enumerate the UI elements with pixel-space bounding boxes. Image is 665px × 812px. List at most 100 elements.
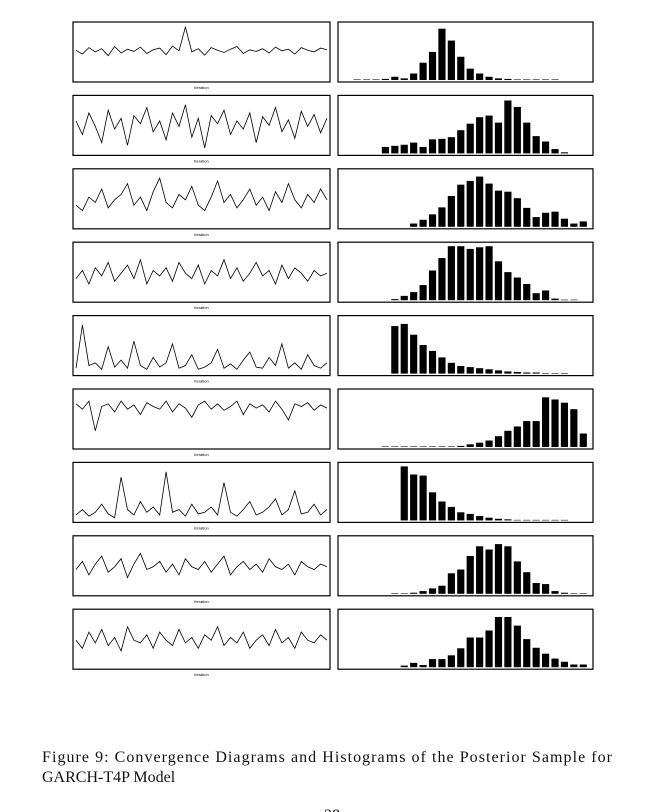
hist-bar (513, 198, 521, 227)
hist-bar (410, 446, 418, 447)
hist-bar (400, 665, 408, 668)
hist-bar (504, 272, 512, 301)
trace-line (75, 324, 328, 371)
hist-bar (532, 647, 540, 668)
hist-bar (428, 350, 437, 374)
hist-bar (551, 79, 559, 80)
hist-bar (485, 440, 493, 447)
hist-bar (504, 371, 512, 374)
hist-bar (476, 117, 484, 154)
hist-bar (410, 142, 418, 154)
hist-bar (400, 446, 408, 447)
hist-bar (532, 79, 540, 80)
hist-bar (362, 79, 371, 80)
hist-bar (381, 446, 389, 447)
hist-bar (372, 79, 380, 80)
hist-bar (476, 516, 484, 521)
hist-bar (391, 76, 399, 80)
trace-line (75, 471, 328, 519)
hist-bar (447, 573, 455, 594)
hist-bar (494, 122, 503, 154)
x-axis-label: Iteration (194, 452, 208, 457)
hist-bar (410, 474, 418, 521)
hist-bar (513, 371, 521, 374)
hist-bar (542, 290, 550, 301)
hist-bar (494, 370, 503, 374)
hist-bar (542, 141, 550, 154)
hist-bar (579, 221, 587, 227)
hist-bar (551, 591, 559, 594)
trace-frame (72, 21, 331, 83)
x-axis-label: Iteration (194, 305, 208, 310)
hist-bar (410, 592, 418, 594)
hist-bar (457, 569, 465, 594)
hist-bar (560, 519, 569, 521)
trace-frame (72, 388, 331, 450)
hist-bar (485, 115, 493, 154)
hist-bar (523, 519, 531, 521)
hist-bar (551, 149, 559, 154)
hist-bar (542, 212, 550, 227)
hist-bar (504, 100, 512, 154)
hist-bar (570, 409, 578, 447)
hist-bar (391, 593, 399, 594)
hist-bar (579, 593, 587, 594)
hist-bar (466, 123, 474, 154)
hist-frame (337, 388, 594, 450)
x-axis-label: Iteration (194, 232, 208, 237)
hist-bar (523, 122, 531, 154)
hist-bar (381, 146, 389, 154)
hist-bar (476, 176, 484, 227)
trace-line (75, 104, 328, 149)
hist-bar (410, 223, 418, 227)
hist-bar (542, 79, 550, 80)
hist-bar (570, 664, 578, 668)
hist-bar (542, 397, 550, 447)
trace-frame (72, 241, 331, 303)
hist-bar (410, 662, 418, 668)
hist-bar (400, 323, 408, 374)
hist-bar (560, 661, 569, 668)
hist-bar (447, 362, 455, 374)
hist-bar (476, 546, 484, 594)
hist-bar (560, 299, 569, 301)
hist-bar (542, 653, 550, 668)
hist-bar (419, 665, 427, 668)
hist-frame (337, 94, 594, 157)
hist-bar (428, 51, 437, 80)
trace-line (75, 177, 328, 212)
hist-bar (560, 592, 569, 594)
hist-bar (438, 357, 446, 374)
hist-bar (457, 56, 465, 80)
hist-bar (485, 630, 493, 668)
trace-line (75, 25, 328, 57)
hist-bar (513, 561, 521, 594)
hist-bar (438, 138, 446, 154)
hist-bar (504, 191, 512, 227)
hist-bar (513, 277, 521, 301)
hist-bar (400, 466, 408, 521)
hist-bar (570, 299, 578, 301)
hist-bar (447, 196, 455, 227)
hist-bar (476, 73, 484, 80)
hist-bar (419, 475, 427, 521)
hist-bar (457, 184, 465, 227)
hist-bar (560, 218, 569, 227)
hist-bar (419, 591, 427, 594)
hist-bar (551, 658, 559, 668)
hist-bar (428, 492, 437, 521)
x-axis-label: Iteration (194, 158, 208, 163)
trace-line (75, 625, 328, 653)
hist-bar (494, 436, 503, 447)
trace-frame (72, 168, 331, 230)
hist-bar (570, 223, 578, 227)
x-axis-label: Iteration (194, 85, 208, 90)
hist-bar (579, 433, 587, 447)
hist-bar (485, 246, 493, 301)
hist-bar (438, 446, 446, 447)
hist-bar (428, 446, 437, 447)
hist-bar (457, 246, 465, 301)
hist-bar (504, 430, 512, 447)
hist-bar (447, 446, 455, 447)
x-axis-label: Iteration (194, 672, 208, 677)
